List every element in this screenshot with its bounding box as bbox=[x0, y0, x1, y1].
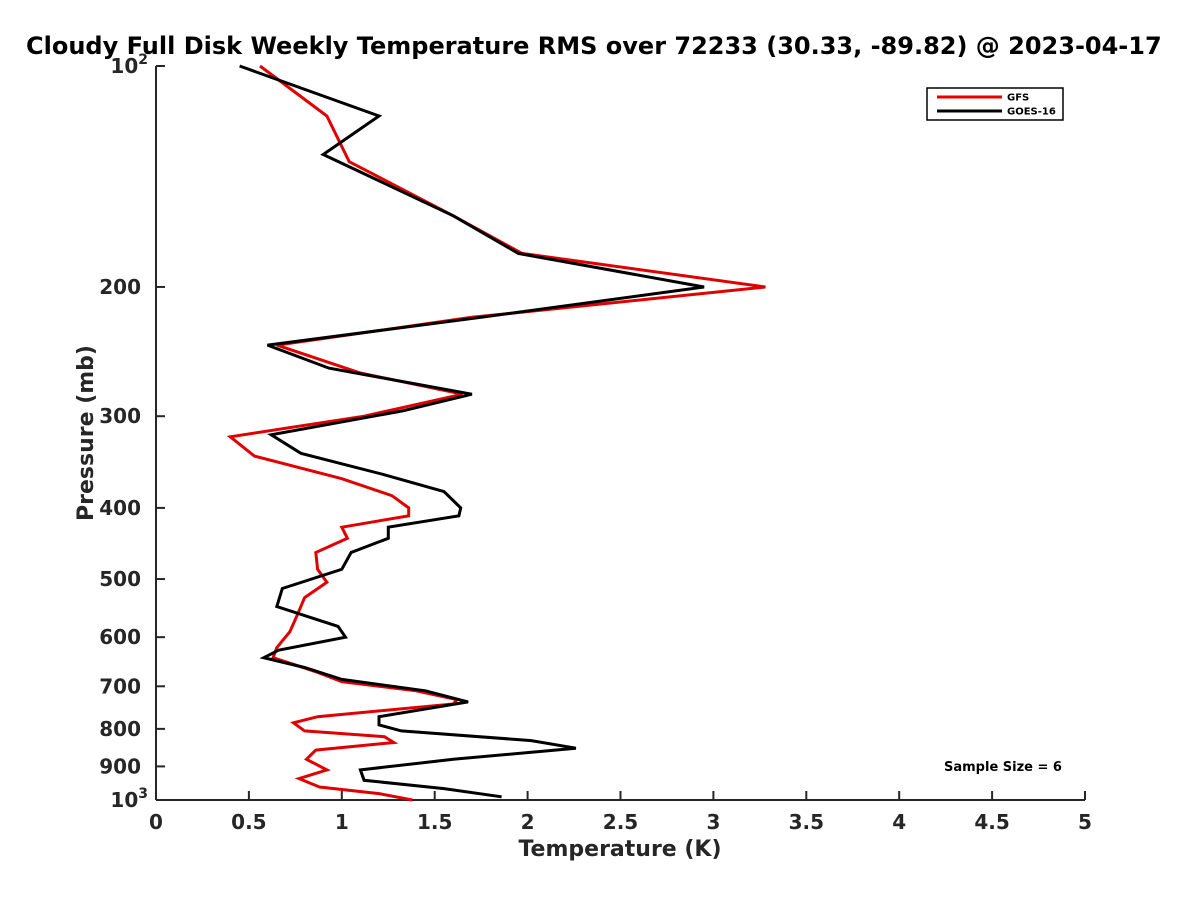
y-tick-label: 400 bbox=[99, 496, 141, 520]
plot-area bbox=[155, 66, 1085, 801]
y-axis: 102 200 300 400 500 600 700 800 900 103 bbox=[99, 52, 165, 812]
y-tick-label: 300 bbox=[99, 404, 141, 428]
legend-label: GOES-16 bbox=[1007, 107, 1056, 118]
x-tick-label: 0 bbox=[149, 810, 163, 834]
x-tick-label: 2.5 bbox=[603, 810, 638, 834]
x-tick-label: 4.5 bbox=[974, 810, 1009, 834]
x-axis-label: Temperature (K) bbox=[518, 837, 721, 862]
x-tick-label: 4 bbox=[892, 810, 906, 834]
y-tick-label: 500 bbox=[99, 567, 141, 591]
x-tick-label: 3.5 bbox=[789, 810, 824, 834]
y-tick-label: 103 bbox=[110, 786, 148, 812]
legend-box bbox=[926, 87, 1064, 121]
chart-title: Cloudy Full Disk Weekly Temperature RMS … bbox=[26, 32, 1162, 60]
x-axis: 0 0.5 1 1.5 2 2.5 3 3.5 4 4.5 5 bbox=[149, 791, 1092, 834]
y-tick-label: 700 bbox=[99, 674, 141, 698]
x-tick-label: 1 bbox=[335, 810, 349, 834]
legend-label: GFS bbox=[1007, 93, 1029, 104]
y-tick-label: 200 bbox=[99, 275, 141, 299]
legend: GFS GOES-16 bbox=[926, 87, 1064, 121]
y-tick-label: 800 bbox=[99, 717, 141, 741]
x-tick-label: 1.5 bbox=[417, 810, 452, 834]
y-tick-label: 900 bbox=[99, 754, 141, 778]
y-tick-label: 600 bbox=[99, 625, 141, 649]
series-line-gfs bbox=[226, 64, 766, 802]
x-tick-label: 2 bbox=[521, 810, 535, 834]
x-tick-label: 0.5 bbox=[231, 810, 266, 834]
series-line-goes-16 bbox=[239, 64, 705, 799]
series-layer bbox=[226, 64, 766, 802]
x-tick-label: 3 bbox=[706, 810, 720, 834]
y-tick-label: 102 bbox=[110, 52, 148, 78]
y-axis-label: Pressure (mb) bbox=[74, 345, 99, 521]
sample-size-annotation: Sample Size = 6 bbox=[944, 760, 1062, 775]
x-tick-label: 5 bbox=[1078, 810, 1092, 834]
